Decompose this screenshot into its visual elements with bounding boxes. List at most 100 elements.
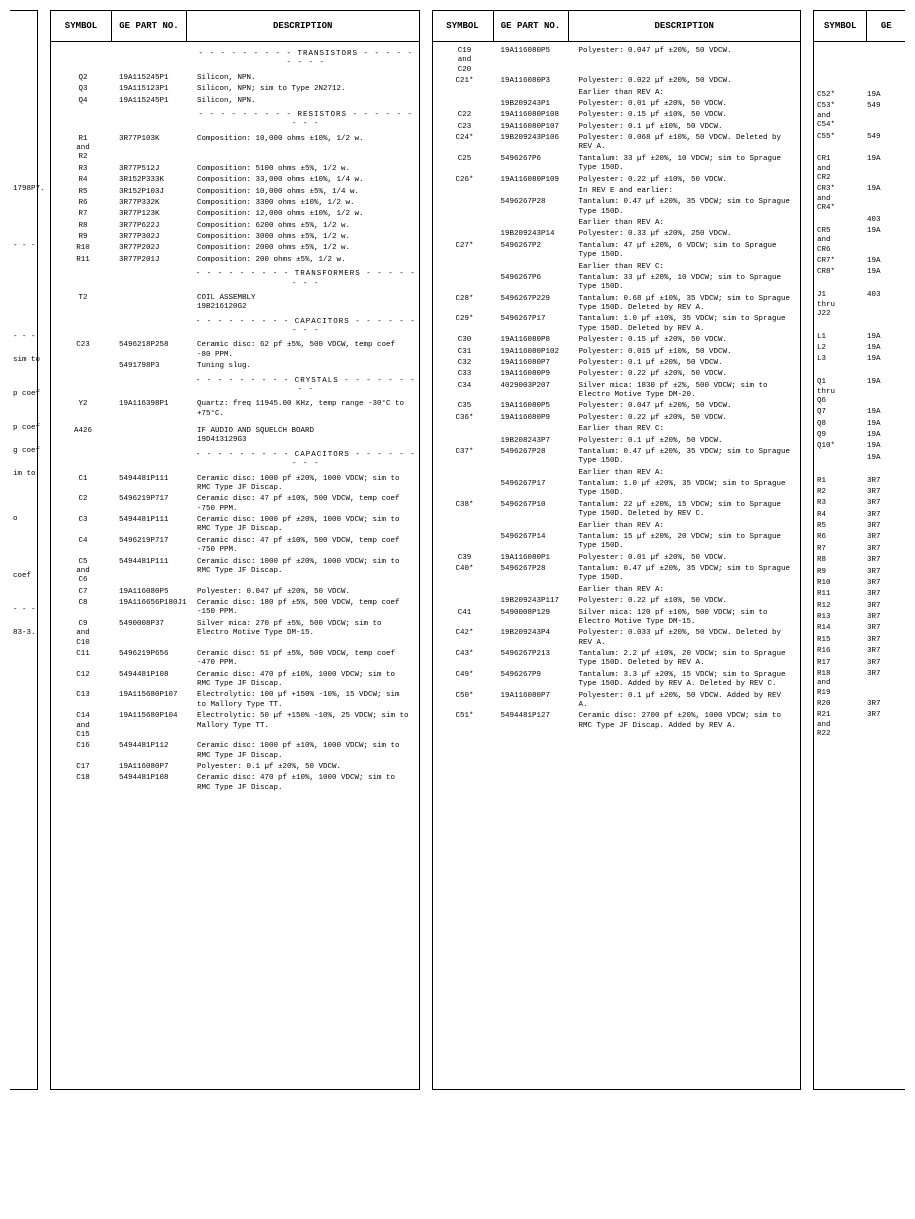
cell-part: 19A115123P1 [115, 85, 193, 94]
cell-part: 3R77P201J [115, 256, 193, 265]
cell-symbol [817, 454, 867, 463]
cell-part: 3R7 [867, 499, 902, 508]
cell-part: 5496267P14 [497, 533, 575, 552]
cell-desc: Silver mica: 270 pf ±5%, 500 VDCW; sim t… [193, 620, 419, 648]
table-row: R1 and R23R77P103KComposition: 10,000 oh… [51, 134, 419, 164]
cell-desc: Tantalum: 0.47 µf ±20%, 35 VDCW; sim to … [575, 448, 801, 467]
cell-symbol: C30 [433, 336, 497, 345]
cell-symbol [433, 230, 497, 239]
fragment-row: L219A [814, 343, 905, 354]
cell-symbol: C53* and C54* [817, 102, 867, 130]
cell-part: 19A [867, 431, 902, 440]
fragment-text [10, 287, 37, 298]
fragment-text [10, 298, 37, 309]
cell-symbol: C22 [433, 111, 497, 120]
fragment-row: R133R7 [814, 612, 905, 623]
table-row: Q419A115245P1Silicon, NPN. [51, 96, 419, 107]
cell-part: 19A116080P109 [497, 176, 575, 185]
cell-symbol: R2 [817, 488, 867, 497]
cell-symbol [817, 216, 867, 225]
section-separator: - - - - - - - - - TRANSFORMERS - - - - -… [51, 266, 419, 293]
cell-desc: Composition: 2000 ohms ±5%, 1/2 w. [193, 244, 419, 253]
cell-part: 5496267P17 [497, 315, 575, 334]
cell-part: 19B209243P117 [497, 597, 575, 606]
fragment-text [10, 525, 37, 536]
table-header: SYMBOL GE PART NO. DESCRIPTION [51, 11, 419, 42]
cell-part: 5490008P129 [497, 609, 575, 628]
cell-desc: Ceramic disc: 1000 pf ±20%, 1000 VDCW; s… [193, 558, 419, 586]
header-desc: DESCRIPTION [569, 11, 801, 41]
cell-part: 549 [867, 102, 902, 130]
cell-desc: Ceramic disc: 1000 pf ±20%, 1000 VDCW; s… [193, 516, 419, 535]
fragment-text [10, 662, 37, 673]
cell-symbol: R8 [817, 556, 867, 565]
table-row: C165494481P112Ceramic disc: 1000 pf ±10%… [51, 741, 419, 762]
cell-symbol: C11 [51, 650, 115, 669]
cell-part: 5496267P28 [497, 565, 575, 584]
fragment-text [10, 366, 37, 377]
table-row: C2319A116080P107Polyester: 0.1 µf ±10%, … [433, 122, 801, 133]
table-row: R103R77P202JComposition: 2000 ohms ±5%, … [51, 243, 419, 254]
cell-part: 19A116080P3 [497, 77, 575, 86]
cell-part: 19A116080P9 [497, 414, 575, 423]
section-separator: - - - - - - - - - RESISTORS - - - - - - … [51, 107, 419, 134]
fragment-text [10, 59, 37, 70]
fragment-text [10, 343, 37, 354]
cell-part: 19A116080P5 [497, 47, 575, 75]
table-row: Earlier than REV C: [433, 262, 801, 273]
cell-desc: Earlier than REV C: [575, 425, 801, 434]
table-row: C125494481P108Ceramic disc: 470 pf ±10%,… [51, 670, 419, 691]
cell-part: 19A115680P107 [115, 691, 193, 710]
fragment-text [10, 503, 37, 514]
cell-symbol: C43* [433, 650, 497, 669]
cell-part: 3R7 [867, 477, 902, 486]
cell-symbol: Q7 [817, 408, 867, 417]
cell-symbol: R3 [51, 165, 115, 174]
cell-symbol: R21 and R22 [817, 711, 867, 739]
cell-part [867, 321, 902, 330]
cell-part: 5496267P213 [497, 650, 575, 669]
fragment-row: R21 and R223R7 [814, 710, 905, 740]
fragment-row: CR5 and CR619A [814, 226, 905, 256]
cell-part: 3R7 [867, 590, 902, 599]
cell-part [497, 425, 575, 434]
cell-part: 3R77P512J [115, 165, 193, 174]
cell-symbol: C51* [433, 712, 497, 731]
cell-desc: Composition: 5100 ohms ±5%, 1/2 w. [193, 165, 419, 174]
cell-symbol: R4 [51, 176, 115, 185]
fragment-text [10, 560, 37, 571]
cell-desc: Ceramic disc: 2700 pf ±20%, 1000 VDCW; s… [575, 712, 801, 731]
cell-desc: Tantalum: 33 µf ±20%, 10 VDCW; sim to Sp… [575, 155, 801, 174]
fragment-row: R123R7 [814, 601, 905, 612]
fragment-column-left: 1798P7. - - - - - - sim to p coef p coef… [10, 10, 38, 1090]
cell-symbol: C29* [433, 315, 497, 334]
cell-desc: Tantalum: 1.0 µf ±20%, 35 VDCW; sim to S… [575, 480, 801, 499]
fragment-text [10, 173, 37, 184]
fragment-text [10, 491, 37, 502]
table-row: C415490008P129Silver mica: 120 pf ±10%, … [433, 608, 801, 629]
cell-symbol: R12 [817, 602, 867, 611]
cell-desc: Electrolytic: 50 µf +150% -10%, 25 VDCW;… [193, 712, 419, 740]
cell-part: 19A [867, 454, 902, 463]
table-row: Earlier than REV A: [433, 585, 801, 596]
cell-desc: Composition: 33,000 ohms ±10%, 1/4 w. [193, 176, 419, 185]
table-row: C28*5496267P229Tantalum: 0.68 µf ±10%, 3… [433, 294, 801, 315]
cell-desc: Polyester: 0.1 µf ±20%, 50 VDCW. [575, 437, 801, 446]
cell-desc: Tantalum: 0.47 µf ±20%, 35 VDCW; sim to … [575, 565, 801, 584]
fragment-row: Q819A [814, 419, 905, 430]
table-row: Earlier than REV A: [433, 521, 801, 532]
fragment-row: R163R7 [814, 646, 905, 657]
cell-desc: Silver mica: 1830 pf ±2%, 500 VDCW; sim … [575, 382, 801, 401]
cell-part: 5496267P229 [497, 295, 575, 314]
cell-symbol: Y2 [51, 400, 115, 419]
cell-part: 5496267P2 [497, 242, 575, 261]
cell-desc: Earlier than REV C: [575, 263, 801, 272]
cell-desc: Tantalum: 0.47 µf ±20%, 35 VDCW; sim to … [575, 198, 801, 217]
cell-symbol: C49* [433, 671, 497, 690]
cell-part: 3R7 [867, 711, 902, 739]
cell-symbol [817, 280, 867, 289]
cell-desc: Polyester: 0.022 µf ±20%, 50 VDCW. [575, 77, 801, 86]
cell-symbol [817, 144, 867, 153]
fragment-text: p coef [10, 423, 37, 434]
table-row: Earlier than REV A: [433, 88, 801, 99]
